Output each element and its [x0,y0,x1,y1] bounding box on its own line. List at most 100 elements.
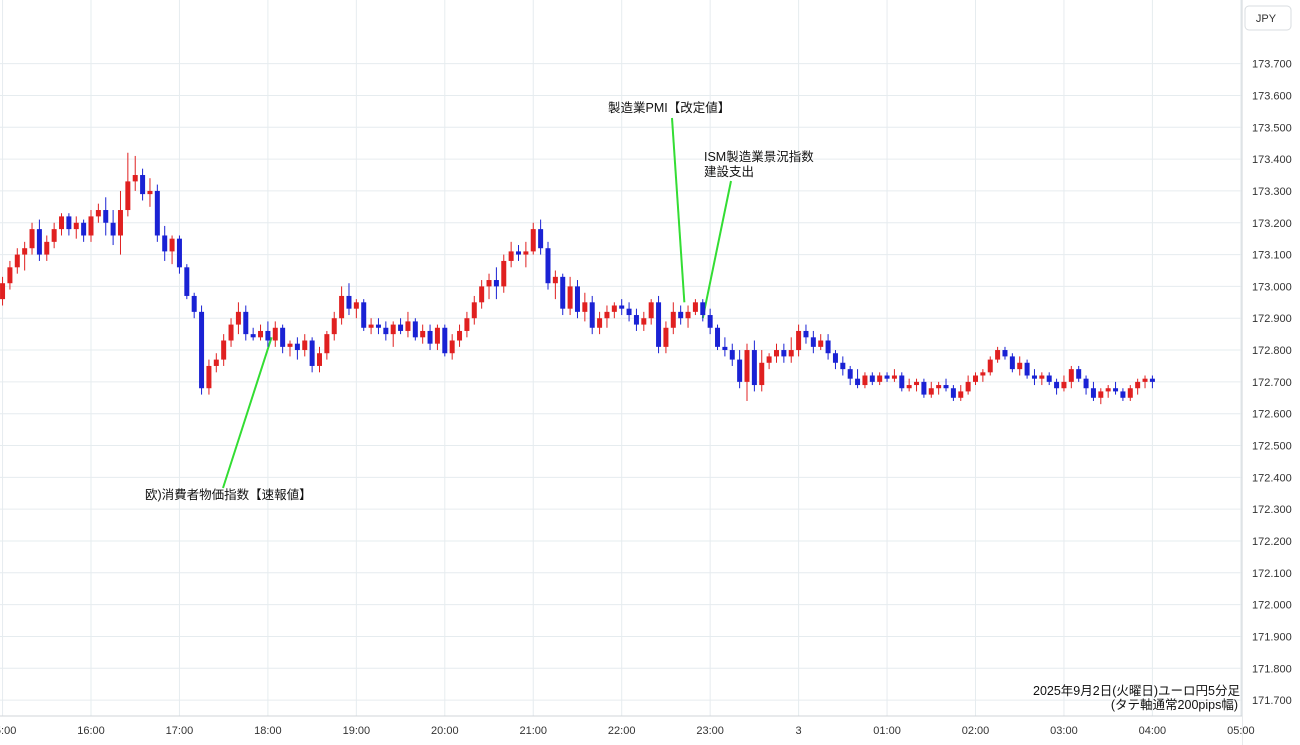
down-candle [398,318,403,334]
x-tick-label: 05:00 [1227,725,1255,737]
up-candle [995,347,1000,363]
candle-body [1143,379,1148,382]
down-candle [442,325,447,357]
down-candle [899,372,904,391]
candle-body [170,239,175,252]
up-candle [818,334,823,350]
down-candle [1076,366,1081,382]
down-candle [545,242,550,290]
candle-body [464,318,469,331]
up-candle [391,321,396,346]
down-candle [111,210,116,245]
candle-body [81,223,86,236]
down-candle [855,369,860,388]
x-tick-label: 17:00 [166,725,194,737]
up-candle [405,312,410,337]
candle-body [243,312,248,334]
y-tick-label: 173.000 [1252,281,1292,293]
candle-body [1128,388,1133,398]
candle-body [361,302,366,327]
down-candle [678,305,683,324]
candle-body [428,331,433,344]
candle-body [944,385,949,388]
candle-body [597,318,602,328]
candle-body [0,283,5,299]
candle-body [634,315,639,325]
candle-body [140,175,145,194]
up-candle [796,325,801,357]
candle-body [885,376,890,379]
down-candle [1047,372,1052,385]
candle-body [1120,391,1125,397]
candle-body [848,369,853,379]
candle-body [686,312,691,318]
candle-body [1054,382,1059,388]
up-candle [420,325,425,344]
up-candle [501,255,506,293]
down-candle [781,344,786,363]
candle-body [1084,379,1089,389]
candle-body [103,210,108,223]
x-tick-label: 02:00 [962,725,990,737]
candle-body [66,216,71,229]
candle-body [892,376,897,379]
up-candle [369,318,374,334]
up-candle [641,312,646,331]
candle-body [1150,379,1155,382]
down-candle [826,334,831,359]
up-candle [568,277,573,315]
up-candle [936,382,941,395]
up-candle [671,302,676,334]
candle-body [487,280,492,286]
candle-body [391,325,396,335]
up-candle [435,325,440,350]
candle-body [899,376,904,389]
candle-body [413,321,418,337]
up-candle [450,334,455,359]
candle-body [796,331,801,350]
up-candle [170,235,175,264]
up-candle [339,286,344,324]
up-candle [686,305,691,327]
down-candle [413,318,418,340]
down-candle [619,299,624,315]
up-candle [553,270,558,299]
candle-body [767,356,772,362]
x-tick-label: 03:00 [1050,725,1078,737]
down-candle [516,245,521,261]
candle-body [317,353,322,366]
down-candle [280,325,285,354]
candle-body [44,242,49,255]
down-candle [162,226,167,261]
up-candle [980,369,985,382]
up-candle [597,312,602,334]
up-candle [89,210,94,242]
x-tick-label: 15:00 [0,725,16,737]
down-candle [1091,382,1096,401]
down-candle [803,325,808,344]
candle-body [1061,382,1066,388]
up-candle [30,223,35,255]
candle-body [398,325,403,331]
annotation-connector [223,337,272,488]
candle-body [442,328,447,353]
candle-body [155,191,160,236]
y-tick-label: 171.800 [1252,663,1292,675]
candle-body [258,331,263,337]
down-candle [885,372,890,382]
up-candle [147,178,152,207]
y-tick-label: 172.800 [1252,345,1292,357]
down-candle [1054,379,1059,395]
down-candle [1084,376,1089,395]
up-candle [472,296,477,325]
candle-body [450,340,455,353]
x-tick-label: 19:00 [343,725,371,737]
down-candle [361,299,366,331]
y-tick-label: 172.500 [1252,441,1292,453]
down-candle [428,325,433,350]
down-candle [634,309,639,331]
up-candle [221,334,226,366]
candle-body [582,302,587,312]
x-tick-label: 20:00 [431,725,459,737]
candle-body [826,340,831,353]
